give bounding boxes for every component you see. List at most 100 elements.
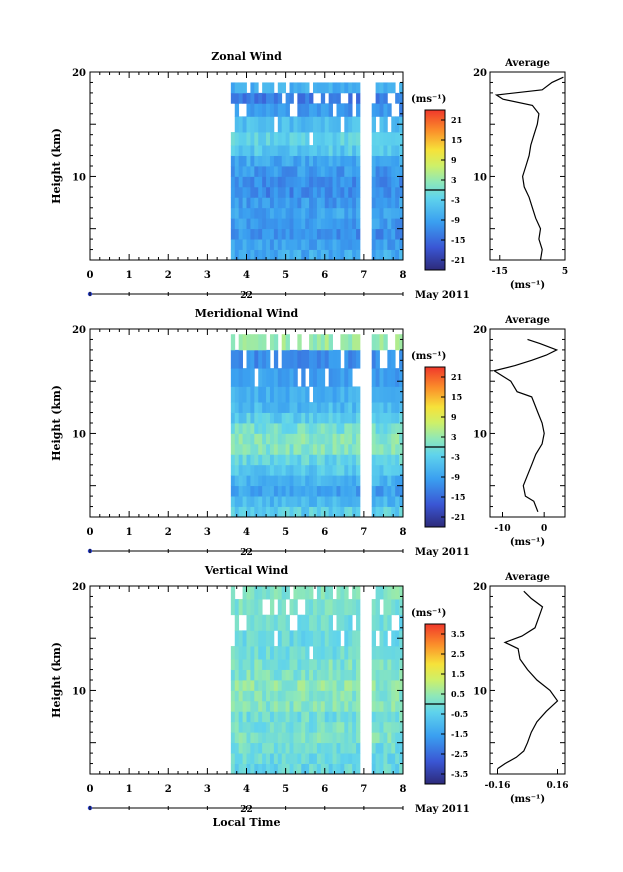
average-y-tick-label: 20: [473, 325, 487, 336]
heatmap-cell: [269, 176, 275, 188]
heatmap-cell: [391, 423, 396, 434]
heatmap-cell: [383, 103, 388, 117]
heatmap-cell: [320, 228, 326, 240]
heatmap-cell: [371, 402, 377, 413]
heatmap-cell: [371, 506, 377, 518]
heatmap-cell: [273, 412, 279, 424]
heatmap-cell: [246, 732, 251, 744]
heatmap-cell: [387, 659, 392, 670]
heatmap-cell: [242, 680, 247, 691]
heatmap-cell: [316, 368, 322, 387]
heatmap-cell: [395, 166, 400, 177]
heatmap-cell: [356, 711, 361, 723]
x-tick-label: 5: [282, 784, 289, 795]
heatmap-cell: [379, 485, 384, 497]
x-tick-label: 1: [126, 784, 133, 795]
heatmap-cell: [383, 753, 388, 764]
heatmap-cell: [301, 454, 306, 466]
heatmap-cell: [348, 116, 353, 133]
heatmap-cell: [242, 464, 247, 476]
heatmap-cell: [254, 496, 259, 507]
heatmap-cell: [230, 586, 236, 600]
heatmap-cell: [344, 464, 349, 476]
heatmap-cell: [242, 433, 247, 445]
heatmap-cell: [262, 464, 267, 476]
heatmap-cell: [289, 454, 294, 466]
heatmap-cell: [246, 334, 251, 351]
heatmap-cell: [344, 249, 349, 261]
heatmap-cell: [273, 249, 279, 261]
heatmap-cell: [262, 711, 267, 723]
heatmap-cell: [324, 249, 330, 261]
heatmap-cell: [301, 116, 306, 133]
heatmap-cell: [348, 464, 353, 476]
heatmap-cell: [379, 218, 384, 230]
heatmap-cell: [340, 249, 345, 261]
heatmap-cell: [375, 763, 380, 775]
heatmap-cell: [250, 103, 255, 117]
colorbar-unit: (ms⁻¹): [411, 608, 446, 619]
heatmap-cell: [293, 402, 298, 413]
heatmap-cell: [273, 659, 279, 670]
heatmap-cell: [277, 402, 283, 413]
average-unit: (ms⁻¹): [510, 280, 545, 291]
heatmap-cell: [387, 412, 392, 424]
heatmap-cell: [254, 475, 259, 487]
heatmap-cell: [340, 753, 345, 764]
heatmap-cell: [399, 646, 404, 660]
average-x-tick-label: 0: [541, 524, 547, 534]
heatmap-cell: [258, 92, 263, 104]
heatmap-cell: [387, 386, 392, 403]
heatmap-cell: [379, 742, 384, 754]
heatmap-cell: [316, 228, 322, 240]
heatmap-cell: [301, 464, 306, 476]
heatmap-cell: [344, 506, 349, 518]
heatmap-cell: [356, 166, 361, 177]
heatmap-cell: [371, 186, 377, 198]
heatmap-cell: [269, 599, 275, 616]
heatmap-cell: [348, 614, 353, 631]
heatmap-cell: [336, 690, 341, 702]
heatmap-cell: [379, 103, 384, 117]
heatmap-cell: [297, 334, 302, 351]
heatmap-cell: [281, 475, 287, 487]
heatmap-cell: [352, 742, 357, 754]
day-label: 22: [240, 548, 253, 558]
heatmap-cell: [309, 228, 314, 240]
heatmap-cell: [273, 103, 279, 117]
heatmap-cell: [305, 599, 310, 616]
heatmap-cell: [285, 186, 290, 198]
heatmap-cell: [269, 145, 275, 156]
heatmap-cell: [336, 186, 341, 198]
heatmap-cell: [356, 475, 361, 487]
heatmap-cell: [238, 721, 243, 733]
heatmap-cell: [234, 732, 240, 744]
heatmap-cell: [230, 334, 236, 351]
heatmap-cell: [285, 732, 290, 744]
heatmap-cell: [324, 659, 330, 670]
heatmap-cell: [324, 454, 330, 466]
heatmap-cell: [230, 132, 236, 146]
heatmap-cell: [375, 176, 380, 188]
heatmap-cell: [336, 630, 341, 647]
heatmap-cell: [344, 433, 349, 445]
heatmap-cell: [316, 496, 322, 507]
panel-title: Meridional Wind: [195, 307, 299, 320]
heatmap-cell: [262, 186, 267, 198]
heatmap-cell: [352, 166, 357, 177]
heatmap-cell: [375, 506, 380, 518]
heatmap-cell: [289, 763, 294, 775]
heatmap-cell: [305, 443, 310, 455]
colorbar-tick-label: -3.5: [451, 769, 468, 779]
heatmap-cell: [391, 586, 396, 600]
heatmap-cell: [395, 186, 400, 198]
heatmap-cell: [258, 475, 263, 487]
heatmap-cell: [234, 249, 240, 261]
heatmap-cell: [320, 732, 326, 744]
heatmap-cell: [391, 659, 396, 670]
heatmap-cell: [262, 630, 267, 647]
heatmap-cell: [269, 659, 275, 670]
heatmap-cell: [258, 586, 263, 600]
heatmap-cell: [266, 386, 271, 403]
heatmap-cell: [313, 732, 318, 744]
